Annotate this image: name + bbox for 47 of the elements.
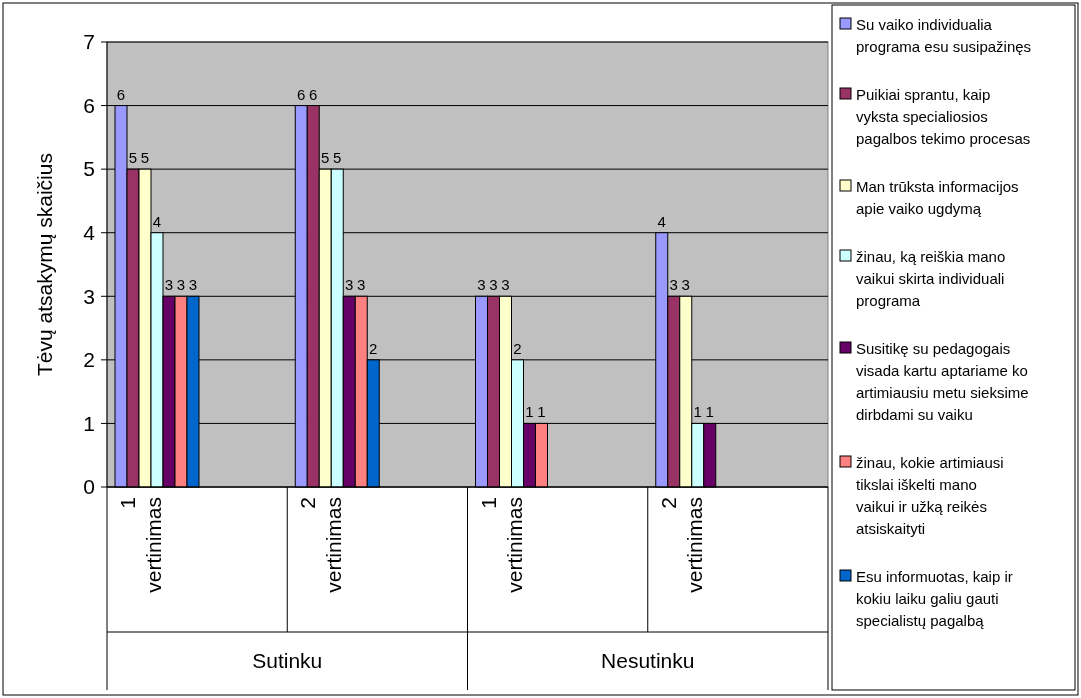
- legend-label: Esu informuotas, kaip ir kokiu laiku galiu gauti specialistų pagalbą: [856, 568, 1013, 629]
- y-tick-label: 1: [83, 411, 95, 435]
- data-label: 3: [176, 276, 186, 294]
- y-tick-label: 4: [83, 221, 96, 245]
- y-tick-label: 7: [83, 30, 95, 54]
- y-tick-label: 0: [83, 475, 95, 499]
- x-tick-label: 1 vertinimas: [116, 497, 165, 593]
- data-label: 3: [681, 276, 690, 294]
- y-tick-label: 6: [83, 93, 95, 117]
- legend-label: Su vaiko individualia programa esu susipažinęs: [856, 16, 1032, 55]
- data-label: 3: [489, 276, 498, 294]
- legend-label: Puikiai sprantu, kaip vyksta specialiosios pagalbos tekimo procesas: [856, 86, 1031, 147]
- data-label: 3: [345, 276, 354, 294]
- legend-label: Susitikę su pedagogais visada kartu aptariame ko artimiausiu metu sieksime dirbdami su vaiku: [856, 340, 1029, 423]
- y-axis-title: Tėvų atsakymų skaičius: [33, 153, 56, 376]
- data-label: 3: [501, 276, 510, 294]
- data-label: 4: [657, 212, 666, 230]
- x-tick-label: 2 vertinimas: [296, 497, 346, 593]
- legend-label: Man trūksta informacijos apie vaiko ugdymą: [856, 178, 1019, 217]
- y-tick-label: 3: [83, 284, 95, 308]
- data-label: 3: [477, 276, 486, 294]
- data-label: 5: [128, 149, 138, 167]
- data-label: 5: [333, 149, 342, 167]
- text: Sutinku: [252, 649, 323, 672]
- text: Nesutinku: [601, 649, 695, 672]
- legend-label: žinau, kokie artimiausi tikslai iškelti mano vaikui ir užką reikės atsiskaityti: [856, 454, 1004, 537]
- legend-label: žinau, ką reiškia mano vaikui skirta individuali programa: [856, 248, 1006, 309]
- data-label: 5: [140, 149, 150, 167]
- data-label: 1: [537, 403, 546, 421]
- data-label: 3: [164, 276, 174, 294]
- data-label: 2: [513, 339, 522, 357]
- y-tick-label: 2: [83, 348, 95, 372]
- data-label: 1: [525, 403, 534, 421]
- data-label: 3: [357, 276, 366, 294]
- data-label: 3: [669, 276, 678, 294]
- data-label: 1: [705, 403, 714, 421]
- data-label: 2: [369, 339, 378, 357]
- data-label: 6: [116, 85, 126, 103]
- data-label: 3: [188, 276, 198, 294]
- x-tick-label: 2 vertinimas: [656, 497, 706, 593]
- data-label: 1: [693, 403, 702, 421]
- data-label: 6: [297, 85, 306, 103]
- data-label: 5: [321, 149, 330, 167]
- y-tick-label: 5: [83, 157, 95, 181]
- x-tick-label: 1 vertinimas: [476, 497, 526, 593]
- data-label: 4: [152, 212, 162, 230]
- data-label: 6: [309, 85, 318, 103]
